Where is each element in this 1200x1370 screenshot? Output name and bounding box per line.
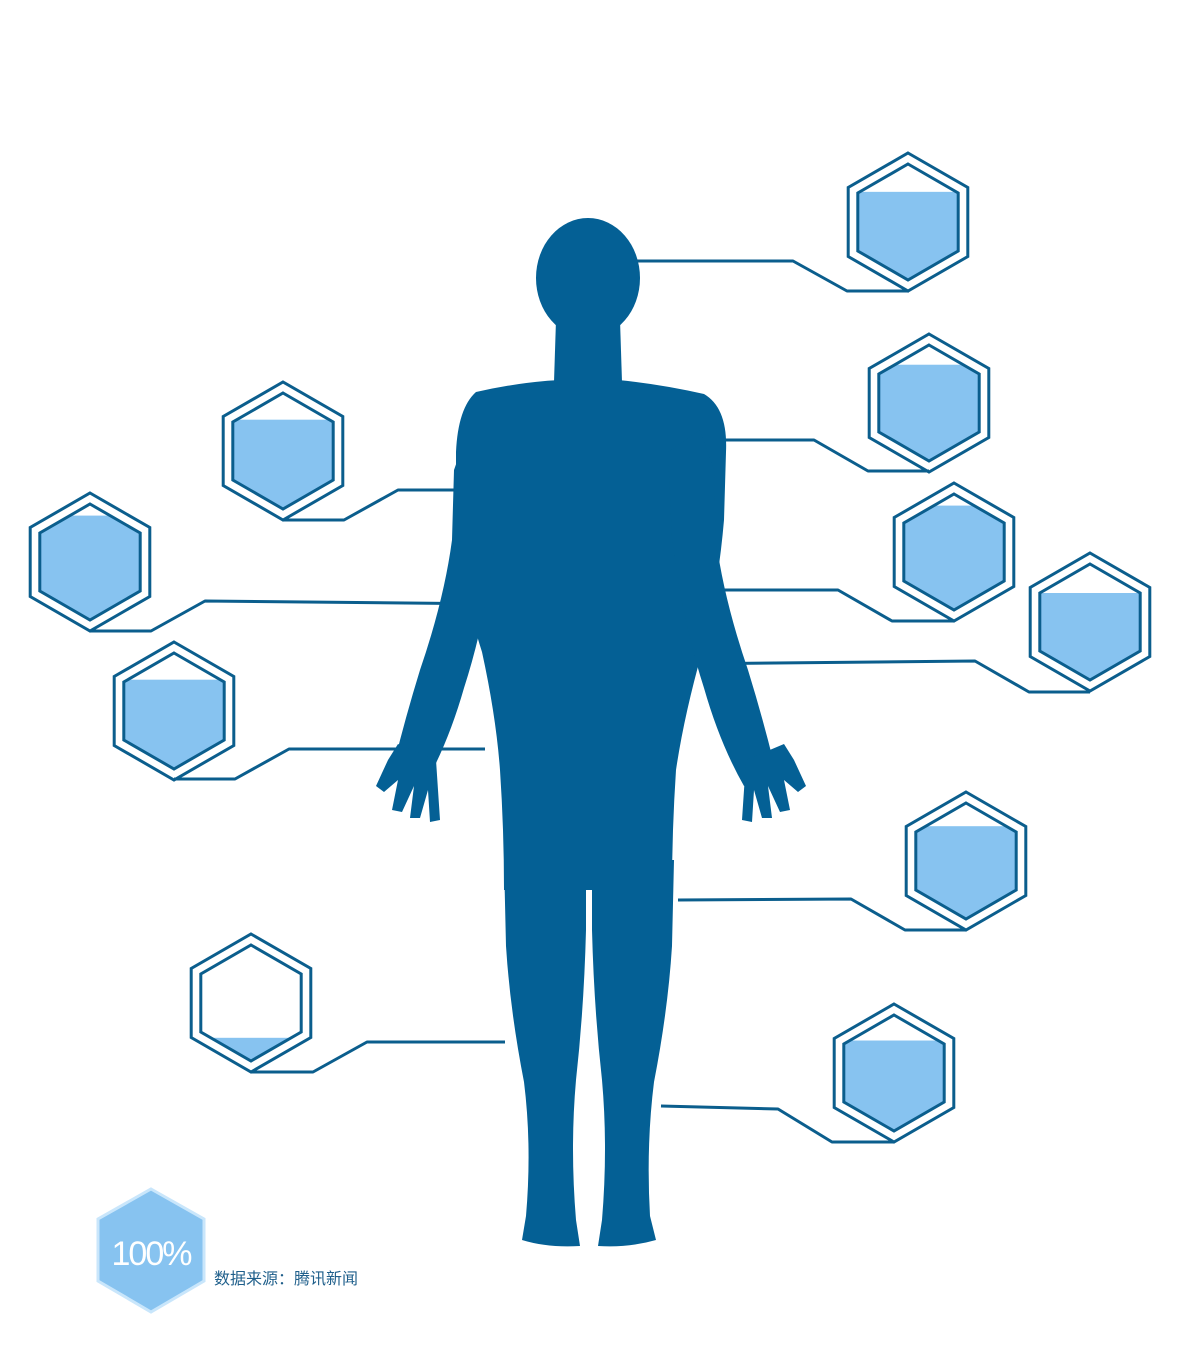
hexagon-gauge (904, 790, 1028, 932)
hexagon-inner-border (856, 162, 960, 282)
hexagon-inner-border (842, 1013, 946, 1133)
hexagon-gauge (1028, 551, 1152, 693)
hexagon-gauge (867, 332, 991, 474)
hexagon-gauge (28, 491, 152, 633)
hexagon-outer-border (112, 640, 236, 782)
human-left-leg (504, 860, 586, 1247)
connector-line (283, 488, 456, 522)
connector-line (660, 1104, 894, 1144)
connector-line (174, 747, 485, 781)
legend-area: 100% 数据来源：腾讯新闻 (96, 1187, 358, 1314)
hexagon-inner-border (877, 343, 981, 463)
source-text: 数据来源：腾讯新闻 (214, 1269, 358, 1288)
connector-line (251, 1040, 505, 1074)
hexagon-inner-border (122, 651, 226, 771)
hexagon-gauge (846, 151, 970, 293)
hexagon-outer-border (1028, 551, 1152, 693)
hexagon-outer-border (904, 790, 1028, 932)
hexagon-outer-border (28, 491, 152, 633)
hexagon-fill (200, 1037, 302, 1061)
hexagon-outer-border (846, 151, 970, 293)
hexagon-gauge (892, 481, 1016, 623)
connector-line (675, 659, 1090, 694)
legend-hexagon (96, 1187, 206, 1314)
hexagon-inner-border (902, 492, 1006, 612)
human-neck (554, 320, 622, 382)
hexagon-outer-border (221, 380, 345, 522)
connector-line (676, 588, 954, 623)
hexagon-gauge (189, 932, 313, 1074)
hexagon-inner-border (38, 502, 142, 622)
human-right-arm (668, 430, 776, 786)
hexagon-inner-border (914, 801, 1018, 921)
hexagon-gauge (221, 380, 345, 522)
hexagon-inner-border (199, 943, 303, 1063)
human-left-hand (376, 744, 440, 822)
hexagon-inner-border (231, 391, 335, 511)
hexagon-outer-border (832, 1002, 956, 1144)
human-right-leg (592, 860, 674, 1247)
hexagon-inner-border (1038, 562, 1142, 682)
hexagon-outer-border (892, 481, 1016, 623)
human-right-hand (742, 744, 806, 822)
connector-lines (90, 259, 1090, 1144)
legend-value-label: 100% (112, 1235, 193, 1273)
human-left-arm (392, 430, 500, 786)
hexagon-outer-border (867, 332, 991, 474)
human-body-silhouette (376, 218, 806, 1247)
human-torso (456, 380, 727, 890)
connector-line (677, 897, 966, 932)
human-head (536, 218, 640, 338)
hexagon-gauge (112, 640, 236, 782)
hexagon-outer-border (189, 932, 313, 1074)
connector-line (90, 599, 506, 633)
connector-line (637, 259, 909, 293)
hexagon-gauge (832, 1002, 956, 1144)
connector-line (722, 438, 929, 473)
